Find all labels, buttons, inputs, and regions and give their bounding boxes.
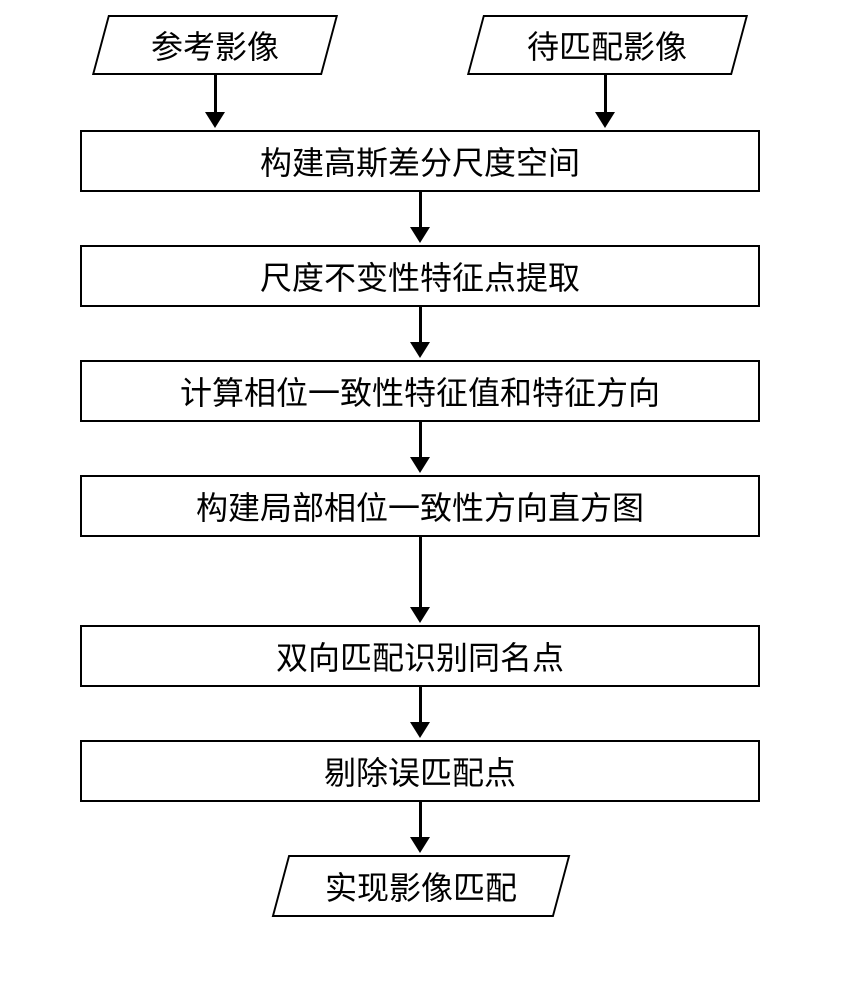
arrow-input-left-to-step1 [205, 75, 225, 128]
step2-scale-invariant-feature-points: 尺度不变性特征点提取 [80, 245, 760, 307]
step4-label: 构建局部相位一致性方向直方图 [196, 483, 644, 529]
input-reference-image: 参考影像 [92, 15, 338, 75]
step5-bidirectional-matching: 双向匹配识别同名点 [80, 625, 760, 687]
step3-label: 计算相位一致性特征值和特征方向 [180, 368, 660, 414]
arrow-step2-to-step3 [410, 307, 430, 358]
input-reference-image-label: 参考影像 [151, 22, 279, 68]
step6-remove-mismatched-points: 剔除误匹配点 [80, 740, 760, 802]
step4-local-phase-consistency-histogram: 构建局部相位一致性方向直方图 [80, 475, 760, 537]
arrow-step3-to-step4 [410, 422, 430, 473]
arrow-step1-to-step2 [410, 192, 430, 243]
output-image-matching: 实现影像匹配 [272, 855, 571, 917]
input-target-image: 待匹配影像 [467, 15, 748, 75]
step3-phase-consistency-eigenvalues: 计算相位一致性特征值和特征方向 [80, 360, 760, 422]
step6-label: 剔除误匹配点 [324, 748, 516, 794]
arrow-input-right-to-step1 [595, 75, 615, 128]
arrow-step4-to-step5 [410, 537, 430, 623]
input-target-image-label: 待匹配影像 [527, 22, 687, 68]
step5-label: 双向匹配识别同名点 [276, 633, 564, 679]
step1-gaussian-diff-scale-space: 构建高斯差分尺度空间 [80, 130, 760, 192]
step1-label: 构建高斯差分尺度空间 [260, 138, 580, 184]
flowchart-container: 参考影像 待匹配影像 构建高斯差分尺度空间 尺度不变性特征点提取 计算相位一致性… [0, 0, 852, 1000]
output-label: 实现影像匹配 [325, 863, 517, 909]
arrow-step5-to-step6 [410, 687, 430, 738]
step2-label: 尺度不变性特征点提取 [260, 253, 580, 299]
arrow-step6-to-output [410, 802, 430, 853]
